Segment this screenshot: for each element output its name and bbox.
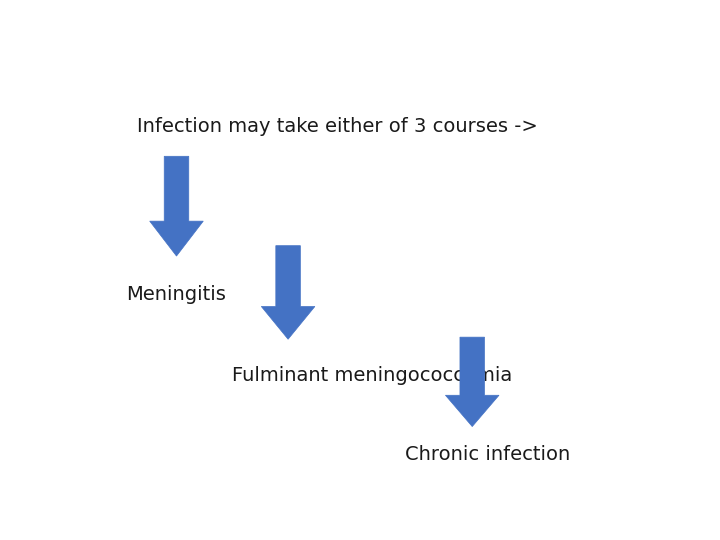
Text: Chronic infection: Chronic infection [405,446,570,464]
Polygon shape [261,246,315,339]
Polygon shape [150,156,203,256]
Text: Meningitis: Meningitis [126,285,226,304]
Text: Infection may take either of 3 courses ->: Infection may take either of 3 courses -… [138,117,538,136]
Text: Fulminant meningococcemia: Fulminant meningococcemia [233,366,513,385]
Polygon shape [446,337,499,427]
